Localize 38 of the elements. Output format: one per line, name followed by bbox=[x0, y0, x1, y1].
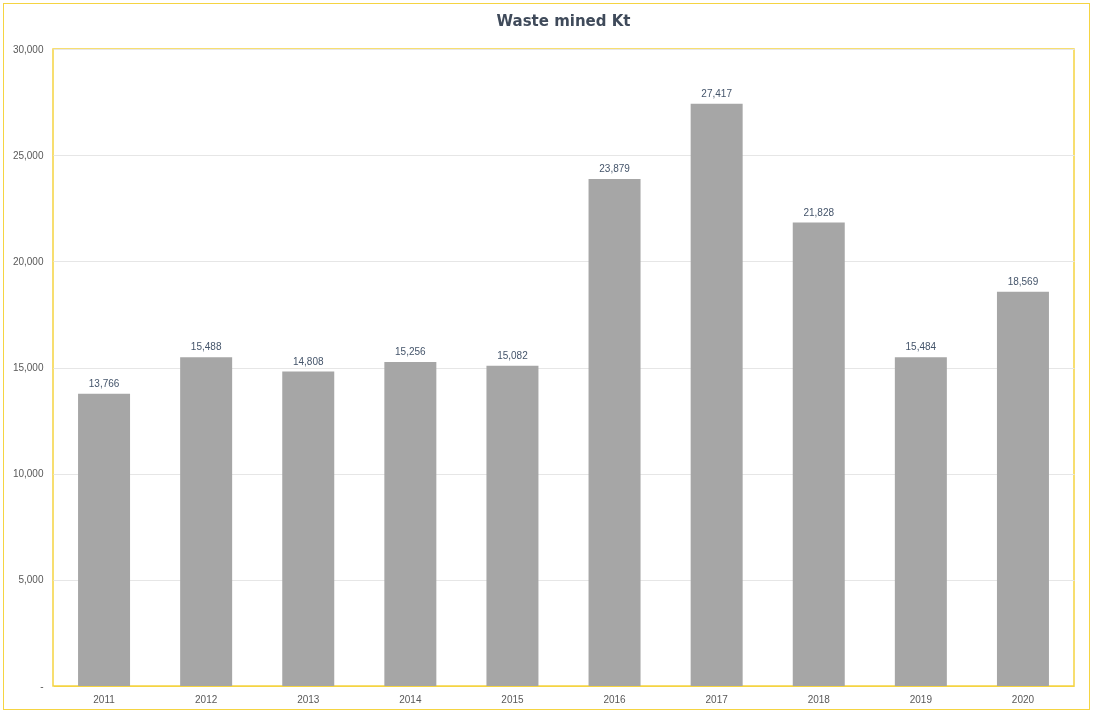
bar bbox=[690, 103, 743, 686]
data-label: 15,484 bbox=[905, 341, 937, 353]
bar bbox=[78, 393, 131, 686]
x-tick-label: 2016 bbox=[603, 693, 627, 705]
y-tick-label: - bbox=[40, 680, 44, 692]
x-tick-label: 2012 bbox=[195, 693, 218, 705]
x-tick-label: 2014 bbox=[399, 693, 422, 705]
bar bbox=[588, 178, 641, 686]
chart-title: Waste mined Kt bbox=[496, 12, 631, 30]
x-tick-label: 2017 bbox=[705, 693, 729, 705]
data-label: 15,256 bbox=[395, 346, 427, 358]
bar bbox=[996, 291, 1049, 686]
bar bbox=[180, 357, 233, 686]
bar bbox=[384, 362, 437, 686]
bar bbox=[282, 371, 335, 686]
y-tick-label: 25,000 bbox=[12, 149, 44, 161]
x-tick-label: 2011 bbox=[93, 693, 116, 705]
x-tick-label: 2013 bbox=[297, 693, 320, 705]
data-label: 13,766 bbox=[88, 377, 120, 389]
bar bbox=[894, 357, 947, 686]
data-label: 21,828 bbox=[803, 206, 835, 218]
x-tick-label: 2015 bbox=[501, 693, 525, 705]
y-tick-label: 20,000 bbox=[12, 255, 44, 267]
x-tick-label: 2020 bbox=[1011, 693, 1035, 705]
x-tick-label: 2018 bbox=[807, 693, 831, 705]
x-tick-label: 2019 bbox=[909, 693, 933, 705]
y-tick-label: 5,000 bbox=[18, 574, 44, 586]
bar bbox=[792, 222, 845, 686]
data-label: 27,417 bbox=[701, 87, 733, 99]
y-tick-label: 10,000 bbox=[12, 468, 44, 480]
data-label: 14,808 bbox=[292, 355, 324, 367]
data-label: 15,082 bbox=[497, 349, 529, 361]
data-label: 23,879 bbox=[599, 162, 631, 174]
y-tick-label: 30,000 bbox=[12, 43, 44, 55]
data-label: 18,569 bbox=[1007, 275, 1039, 287]
y-tick-label: 15,000 bbox=[12, 362, 44, 373]
bar bbox=[486, 365, 539, 686]
data-label: 15,488 bbox=[190, 341, 222, 353]
